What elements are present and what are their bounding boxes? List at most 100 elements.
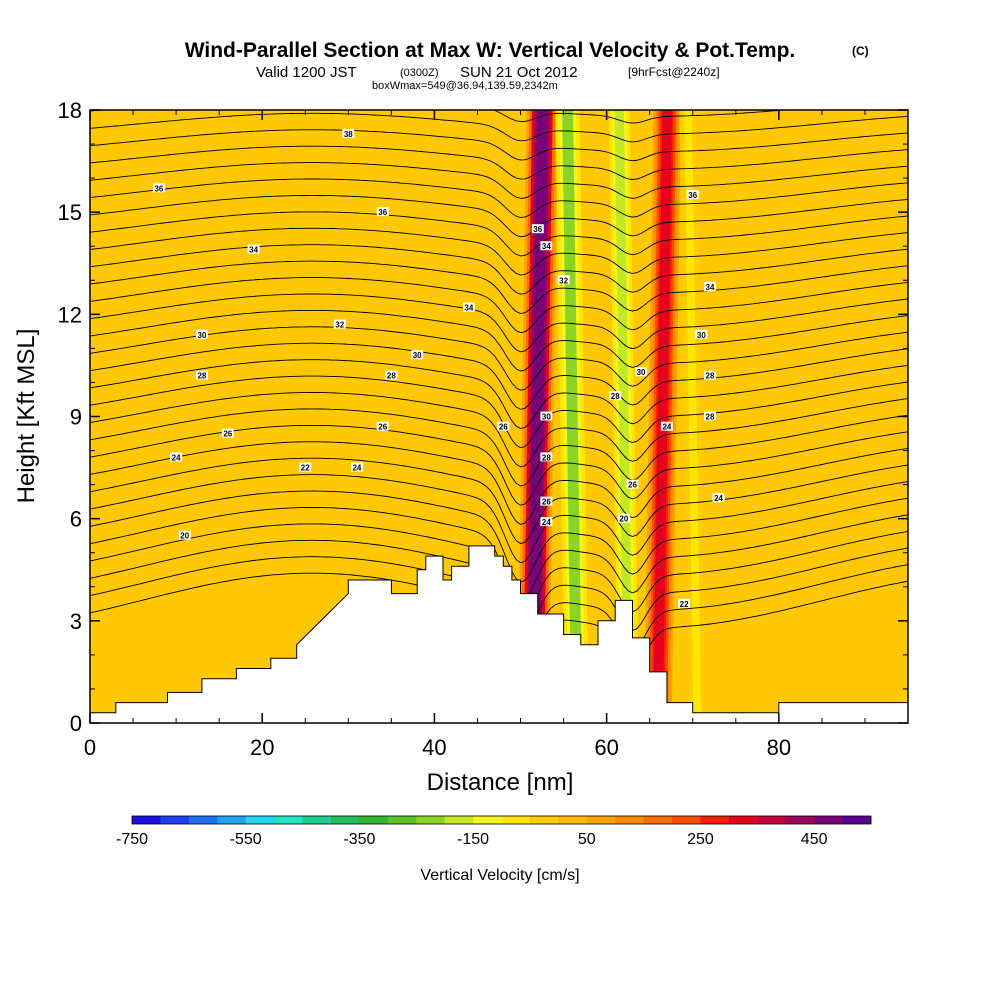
contour-label: 24 <box>712 493 725 503</box>
band-level <box>684 110 702 723</box>
theta-contour <box>90 457 908 545</box>
contour-label-text: 28 <box>706 413 715 422</box>
colorbar-ticks: -750 -550 -350 -150 50 250 450 <box>116 831 828 848</box>
colorbar-swatch <box>245 816 275 824</box>
colorbar <box>131 815 872 825</box>
band-level <box>562 110 583 723</box>
contour-label: 32 <box>333 319 346 330</box>
contour-label: 34 <box>462 302 475 313</box>
contour-label: 32 <box>557 275 570 285</box>
contour-label-text: 28 <box>197 372 206 381</box>
contour-label: 30 <box>540 411 553 422</box>
theta-contour <box>90 392 908 468</box>
contour-label: 24 <box>540 517 553 527</box>
x-tick-label: 80 <box>767 735 791 760</box>
contour-label-bg <box>376 421 389 431</box>
contour-label-bg <box>385 370 398 380</box>
contour-label: 22 <box>299 462 312 473</box>
contour-label-text: 34 <box>249 246 258 255</box>
velocity-band-0 <box>517 110 559 723</box>
colorbar-swatch <box>132 816 161 824</box>
contour-label-bg <box>686 190 699 200</box>
contour-label-text: 30 <box>542 413 551 422</box>
contour-label-text: 24 <box>662 423 671 432</box>
band-level <box>614 110 634 723</box>
contour-label-text: 34 <box>464 304 473 313</box>
contour-label-bg <box>703 282 716 292</box>
contour-label-text: 26 <box>499 423 508 432</box>
colorbar-frame <box>131 815 872 825</box>
contour-label: 30 <box>195 329 208 340</box>
contour-label: 20 <box>178 530 191 541</box>
contour-label: 24 <box>170 452 183 462</box>
contour-label-text: 36 <box>378 208 387 217</box>
contour-label-text: 28 <box>387 372 396 381</box>
contour-label-bg <box>531 224 544 234</box>
colorbar-swatch <box>387 816 417 824</box>
contour-label-bg <box>497 421 510 431</box>
chart-title-mark: (C) <box>852 44 869 58</box>
contour-label: 36 <box>152 183 165 193</box>
velocity-band-4 <box>679 110 706 723</box>
contour-label: 24 <box>350 462 363 473</box>
theta-contour <box>90 342 908 410</box>
theta-contour <box>90 110 790 124</box>
contour-label-bg <box>678 598 691 608</box>
contour-label: 28 <box>609 391 622 401</box>
colorbar-swatch <box>188 816 218 824</box>
contour-label-bg <box>660 421 673 431</box>
x-tick-label: 20 <box>250 735 274 760</box>
y-tick-label: 3 <box>70 609 82 634</box>
contour-label-bg <box>635 367 648 377</box>
theta-contour <box>90 211 908 257</box>
y-tick-label: 15 <box>58 200 82 225</box>
contour-label-text: 32 <box>335 321 344 330</box>
contour-label: 34 <box>540 241 553 251</box>
x-axis: 0 20 40 60 80 <box>84 110 909 760</box>
colorbar-swatch <box>615 816 645 824</box>
contour-label-bg <box>540 517 553 527</box>
colorbar-swatch <box>814 816 843 824</box>
colorbar-swatch <box>672 816 701 824</box>
colorbar-tick-label: 250 <box>687 831 714 848</box>
contour-label-text: 22 <box>680 600 689 609</box>
contour-label: 26 <box>497 421 510 432</box>
colorbar-tick-label: 50 <box>578 831 596 848</box>
colorbar-swatch <box>274 816 303 824</box>
contour-label-text: 32 <box>559 276 568 285</box>
colorbar-swatch <box>217 816 247 824</box>
colorbar-swatch <box>842 816 872 824</box>
theta-contour <box>90 277 908 334</box>
contour-label-bg <box>333 319 346 329</box>
x-axis-label: Distance [nm] <box>427 769 574 796</box>
colorbar-swatch <box>416 816 446 824</box>
subtitle-date: SUN 21 Oct 2012 <box>460 64 578 81</box>
terrain <box>90 545 908 723</box>
contour-label-bg <box>540 496 553 506</box>
contour-label-text: 26 <box>223 430 232 439</box>
colorbar-swatch <box>643 816 673 824</box>
theta-contour <box>90 145 908 180</box>
box-info: boxWmax=549@36.94,139.59,2342m <box>372 80 558 92</box>
theta-contour <box>90 408 908 487</box>
theta-contour <box>90 309 908 372</box>
contour-label-text: 26 <box>542 498 551 507</box>
colorbar-swatch <box>586 816 616 824</box>
x-tick-label: 60 <box>594 735 618 760</box>
contour-label: 34 <box>703 282 716 292</box>
contour-label-bg <box>557 275 570 285</box>
theta-contour <box>90 112 908 143</box>
theta-contour <box>90 441 908 525</box>
velocity-band-3 <box>644 110 682 723</box>
y-tick-label: 6 <box>70 507 82 532</box>
contour-label: 28 <box>540 452 553 462</box>
chart-subtitle: Valid 1200 JST (0300Z) SUN 21 Oct 2012 [… <box>256 64 720 81</box>
contour-label-text: 30 <box>197 331 206 340</box>
contour-label-text: 28 <box>706 372 715 381</box>
contour-label-text: 20 <box>180 532 189 541</box>
contour-label-bg <box>350 462 363 472</box>
colorbar-tick-label: -350 <box>343 831 375 848</box>
contour-label-bg <box>617 513 630 523</box>
